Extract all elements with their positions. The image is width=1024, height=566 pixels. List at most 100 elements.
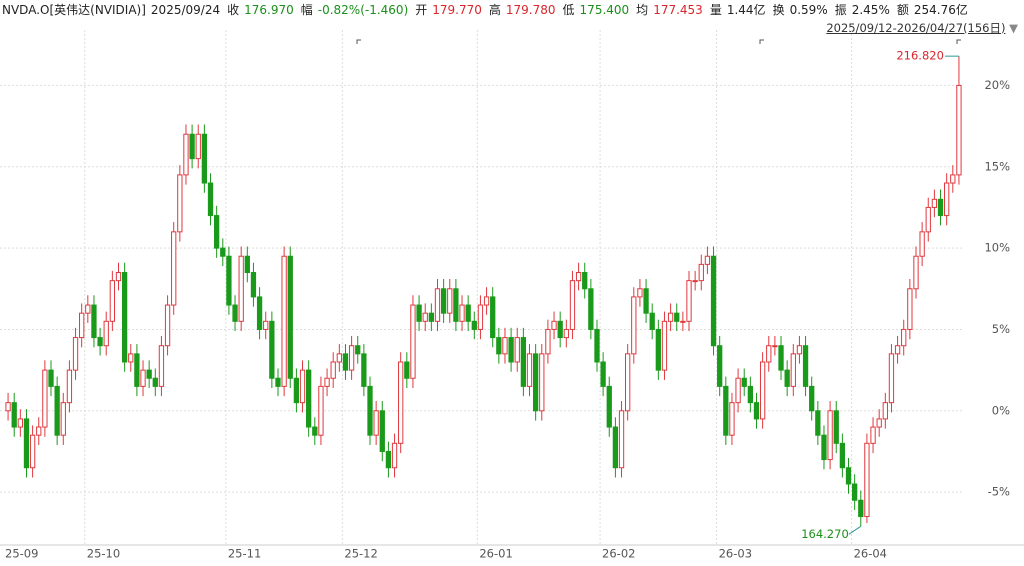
candle-body [342, 353, 349, 371]
candle-body [220, 247, 226, 257]
candle-body [557, 320, 563, 339]
candle-body [447, 288, 453, 314]
header-item: 额 [896, 3, 909, 17]
y-tick-label: 0% [992, 403, 1010, 417]
max-label: 216.820 [896, 49, 944, 63]
header-item: 1.44亿 [726, 3, 766, 17]
candle-body [244, 255, 250, 274]
candle-body [440, 288, 447, 314]
x-tick-label: 26-01 [479, 547, 512, 561]
candle-body [950, 174, 956, 184]
candle-body [318, 385, 324, 436]
candle-body [582, 272, 588, 290]
candle-body [655, 328, 661, 371]
header-item: 177.453 [653, 3, 703, 17]
candle-body [747, 385, 754, 404]
candle-body [612, 426, 619, 469]
candle-body [802, 345, 809, 387]
candle-body [97, 337, 103, 347]
candle-body [416, 304, 422, 322]
candle-body [851, 483, 858, 501]
candle-body [741, 377, 747, 387]
candle-body [821, 434, 827, 461]
candle-body [164, 304, 171, 347]
candle-body [661, 320, 668, 371]
candle-body [894, 345, 901, 355]
min-label: 164.270 [801, 527, 849, 541]
candle-body [839, 442, 846, 469]
candle-body [146, 369, 152, 379]
corner-marker [356, 39, 961, 44]
candle-body [845, 467, 852, 485]
candle-body [29, 434, 36, 469]
candle-body [91, 304, 97, 339]
candle-body [876, 418, 882, 428]
candle-body [796, 345, 803, 355]
candle-body [600, 361, 606, 387]
candle-body [502, 337, 508, 355]
header-item: 量 [709, 3, 722, 17]
x-tick-label: 25-10 [87, 547, 120, 561]
candle-body [729, 402, 735, 436]
dropdown-arrow: ▼ [1009, 21, 1018, 35]
candle-body [134, 353, 140, 387]
candle-body [434, 288, 441, 322]
header-item: 均 [636, 3, 649, 17]
candle-body [269, 320, 275, 379]
candle-body [483, 296, 490, 306]
candle-body [109, 280, 116, 322]
candle-body [54, 385, 60, 436]
candle-body [717, 345, 723, 387]
range-text: 2025/09/12-2026/04/27(156日) [826, 21, 1006, 35]
candle-body [882, 402, 888, 420]
candle-body [919, 231, 925, 257]
header-item: 0.59% [789, 3, 828, 17]
candle-body [306, 369, 312, 428]
x-tick-label: 26-02 [602, 547, 635, 561]
header-item: -0.82%(-1.460) [317, 3, 409, 17]
candle-body [275, 377, 281, 387]
candle-body [158, 345, 165, 387]
candle-body [336, 353, 342, 363]
candle-body [201, 133, 208, 184]
candle-body [575, 272, 582, 282]
candle-body [827, 410, 833, 461]
candle-body [115, 272, 122, 282]
candle-body [171, 231, 177, 306]
candle-body [815, 410, 821, 436]
candle-body [956, 84, 962, 176]
x-tick-label: 26-04 [854, 547, 887, 561]
candle-body [784, 369, 790, 387]
candle-body [539, 353, 545, 412]
candle-body [79, 312, 85, 339]
header-item: 2.45% [851, 3, 890, 17]
candle-body [312, 426, 318, 436]
candle-body [753, 402, 760, 420]
x-tick-label: 25-09 [5, 547, 38, 561]
header-item: 幅 [300, 3, 313, 17]
candle-body [367, 385, 373, 436]
candle-body [177, 174, 183, 233]
candle-body [772, 345, 778, 348]
candle-body [496, 337, 502, 355]
candle-body [281, 255, 287, 387]
candle-body [888, 353, 895, 404]
candle-body [674, 312, 680, 322]
candle-body [631, 296, 637, 355]
header-item: NVDA.O[英伟达(NVIDIA)] [2, 3, 146, 17]
candle-body [140, 369, 146, 387]
candle-body [287, 255, 293, 379]
candle-body [23, 418, 30, 469]
candle-body [453, 288, 459, 322]
candle-body [5, 402, 11, 412]
candle-body [152, 377, 158, 387]
header-item: 高 [488, 3, 501, 17]
candle-body [864, 442, 870, 518]
y-tick-label: 20% [984, 78, 1010, 92]
header-item: 175.400 [579, 3, 630, 17]
candle-body [870, 426, 876, 444]
header-item: 换 [772, 3, 785, 17]
date-range[interactable]: 2025/09/12-2026/04/27(156日) ▼ [826, 20, 1018, 36]
candle-body [11, 402, 17, 428]
candle-body [594, 328, 600, 363]
